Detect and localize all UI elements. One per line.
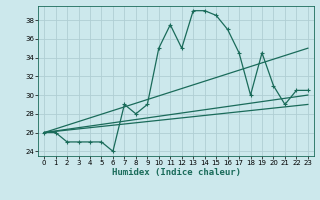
X-axis label: Humidex (Indice chaleur): Humidex (Indice chaleur) [111,168,241,177]
